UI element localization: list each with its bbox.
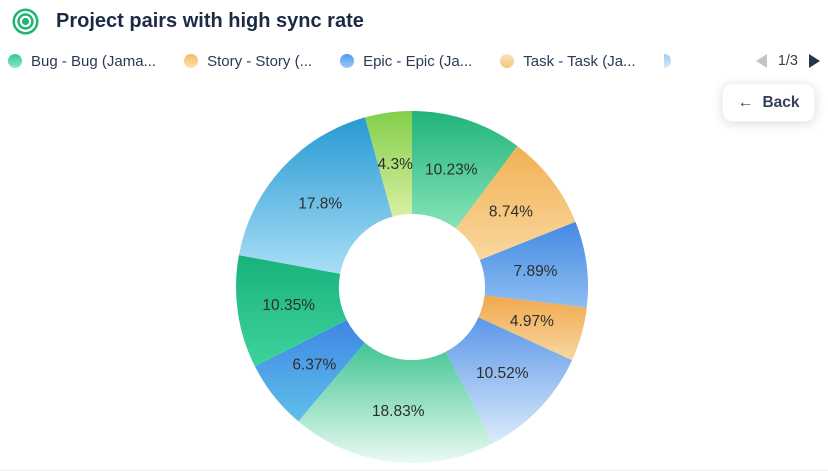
legend-item[interactable]: Bug - Bug (Jama... [8, 53, 156, 70]
pie-slice[interactable] [455, 146, 576, 260]
pie-slice[interactable] [445, 317, 573, 444]
legend-item[interactable]: Epic - Epic (Ja... [340, 53, 472, 70]
slice-label: 10.35% [262, 297, 315, 314]
legend-dot-icon [500, 54, 515, 68]
pie-slice[interactable] [235, 255, 347, 367]
pie-slice[interactable] [478, 295, 587, 361]
prev-page-icon[interactable] [755, 54, 767, 68]
legend-items: Bug - Bug (Jama... Story - Story (... Epic… [8, 47, 744, 75]
slice-label: 4.3% [378, 156, 414, 173]
page-indicator: 1/3 [777, 53, 798, 69]
legend-item[interactable]: Task - Task (Ja... [500, 52, 636, 70]
legend-dot-icon [184, 54, 199, 68]
pie-slice[interactable] [298, 342, 494, 464]
slice-label: 8.74% [489, 204, 533, 221]
legend-item-label: Task - Task (Ja... [523, 52, 636, 70]
legend-dot-icon [663, 54, 671, 68]
pie-slice[interactable] [238, 117, 393, 274]
legend-item-label: Story - Story (... [207, 52, 313, 70]
legend-item[interactable]: Story - Story (... [184, 53, 312, 70]
widget-header: Project pairs with high sync rate [12, 8, 364, 35]
chart-legend: Bug - Bug (Jama... Story - Story (... Epic… [0, 47, 828, 75]
legend-item-label: Bug - Bug (Jama... [31, 52, 157, 70]
legend-dot-icon [340, 54, 355, 68]
back-button[interactable]: ← Back [722, 83, 815, 122]
back-button-label: Back [762, 93, 800, 111]
legend-item-label: Epic - Epic (Ja... [363, 52, 473, 70]
slice-label: 10.52% [476, 365, 529, 382]
pie-slice[interactable] [365, 111, 412, 217]
page-title: Project pairs with high sync rate [56, 10, 364, 32]
pie-slice[interactable] [479, 221, 589, 308]
slice-label: 4.97% [510, 313, 554, 330]
target-icon [12, 8, 39, 35]
legend-pagination: 1/3 [744, 53, 820, 69]
legend-item-clipped [663, 54, 672, 68]
slice-label: 10.23% [425, 161, 478, 178]
slice-label: 18.83% [372, 403, 425, 420]
left-arrow-icon: ← [737, 93, 754, 111]
slice-label: 6.37% [292, 357, 336, 374]
next-page-icon[interactable] [809, 54, 820, 68]
slice-label: 7.89% [514, 263, 558, 280]
pie-slice[interactable] [254, 319, 365, 422]
legend-dot-icon [8, 54, 22, 68]
slice-label: 17.8% [298, 195, 342, 212]
pie-slice[interactable] [412, 111, 518, 229]
donut-chart: 10.23% 8.74% 7.89% 4.97% 10.52% 18.83% 6.37% 10… [235, 111, 589, 464]
